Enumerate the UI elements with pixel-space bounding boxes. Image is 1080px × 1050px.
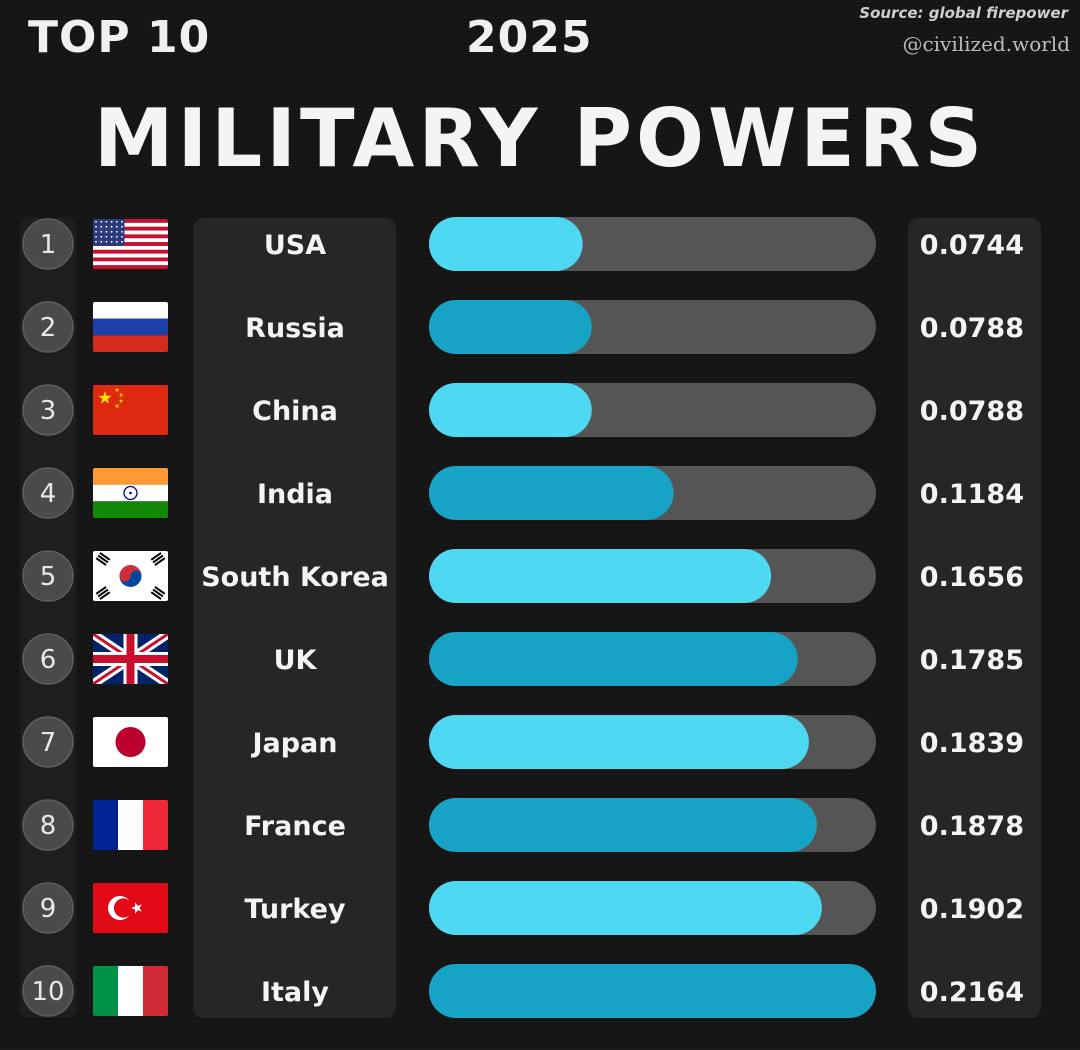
rank-label: 5 — [40, 562, 57, 592]
value-label: 0.1184 — [920, 479, 1024, 510]
header-year: 2025 — [466, 12, 593, 63]
bar — [429, 798, 817, 852]
rank-circle — [22, 218, 74, 270]
rank-label: 3 — [40, 396, 57, 426]
south-korea-flag-icon — [93, 551, 168, 601]
rank-circle — [22, 716, 74, 768]
rank-label: 2 — [40, 313, 57, 343]
country-label: UK — [274, 645, 318, 676]
bar — [429, 632, 798, 686]
chart-row: 9 Turkey 0.1902 — [22, 881, 1024, 935]
rank-label: 6 — [40, 645, 57, 675]
country-label: India — [257, 479, 333, 510]
rank-label: 10 — [31, 977, 64, 1007]
rank-label: 4 — [40, 479, 57, 509]
bar — [429, 217, 583, 271]
bar — [429, 466, 674, 520]
value-label: 0.0788 — [920, 396, 1024, 427]
value-label: 0.2164 — [920, 977, 1024, 1008]
bar — [429, 549, 772, 603]
uk-flag-icon — [93, 634, 168, 684]
rank-label: 7 — [40, 728, 57, 758]
rank-circle — [22, 384, 74, 436]
chart-title: MILITARY POWERS — [93, 92, 987, 185]
chart-row: 4 India 0.1184 — [22, 466, 1024, 520]
chart-row: 6 UK 0.1785 — [22, 632, 1024, 686]
rank-circle — [22, 882, 74, 934]
russia-flag-icon — [93, 302, 168, 352]
value-label: 0.1902 — [920, 894, 1024, 925]
chart-row: 10 Italy 0.2164 — [22, 964, 1024, 1018]
rank-label: 1 — [40, 230, 57, 260]
turkey-flag-icon — [93, 883, 168, 933]
rank-circle — [22, 301, 74, 353]
japan-flag-icon — [93, 717, 168, 767]
france-flag-icon — [93, 800, 168, 850]
rank-circle — [22, 965, 74, 1017]
rank-circle — [22, 467, 74, 519]
rank-label: 8 — [40, 811, 57, 841]
bar — [429, 715, 809, 769]
country-label: Japan — [250, 728, 337, 759]
source-label: Source: global firepower — [859, 4, 1068, 22]
value-column-panel — [908, 218, 1041, 1018]
china-flag-icon — [93, 385, 168, 435]
country-label: USA — [264, 230, 326, 261]
chart-row: 3 China 0.0788 — [22, 383, 1024, 437]
bar — [429, 300, 592, 354]
country-label: China — [252, 396, 338, 427]
chart-row: 7 Japan 0.1839 — [22, 715, 1024, 769]
country-label: Russia — [245, 313, 345, 344]
country-label: Turkey — [244, 894, 346, 925]
value-label: 0.1785 — [920, 645, 1024, 676]
value-label: 0.1656 — [920, 562, 1024, 593]
country-name-column-panel — [193, 218, 396, 1018]
rank-circle — [22, 550, 74, 602]
account-handle: @civilized.world — [902, 32, 1070, 56]
italy-flag-icon — [93, 966, 168, 1016]
header-top10: TOP 10 — [28, 12, 211, 63]
value-label: 0.0788 — [920, 313, 1024, 344]
chart-row: 8 France 0.1878 — [22, 798, 1024, 852]
bar — [429, 964, 876, 1018]
country-label: France — [244, 811, 346, 842]
value-label: 0.0744 — [920, 230, 1024, 261]
chart-row: 1 USA 0.0744 — [22, 217, 1024, 271]
value-label: 0.1878 — [920, 811, 1024, 842]
usa-flag-icon — [93, 219, 168, 269]
rank-circle — [22, 633, 74, 685]
chart-row: 5 South Korea 0.1656 — [22, 549, 1024, 603]
bar — [429, 383, 592, 437]
chart-row: 2 Russia 0.0788 — [22, 300, 1024, 354]
rank-label: 9 — [40, 894, 57, 924]
india-flag-icon — [93, 468, 168, 518]
rank-circle — [22, 799, 74, 851]
country-label: South Korea — [201, 562, 389, 593]
country-label: Italy — [261, 977, 329, 1008]
bar — [429, 881, 822, 935]
value-label: 0.1839 — [920, 728, 1024, 759]
